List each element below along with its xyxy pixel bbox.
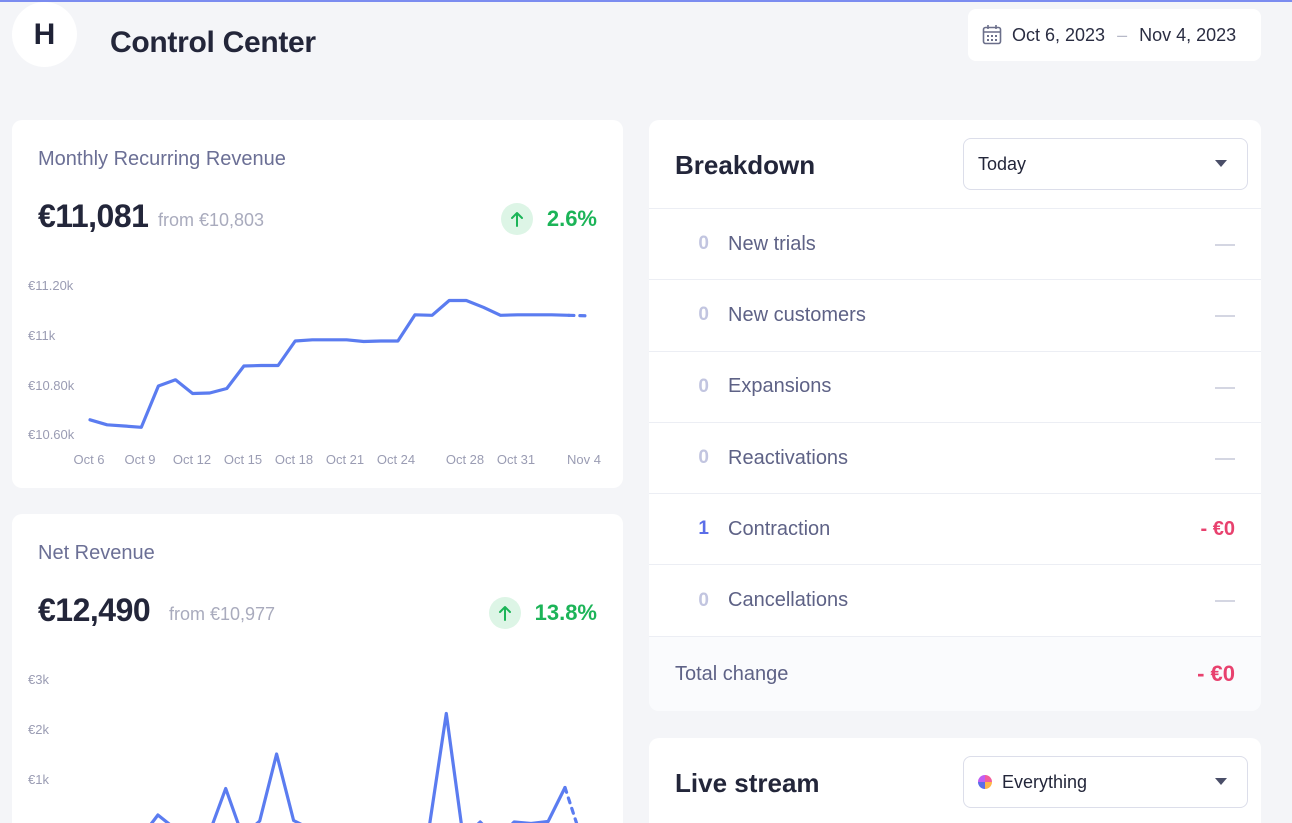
live-stream-title: Live stream (675, 768, 820, 798)
breakdown-card: Breakdown Today 0 New trials 0 New customer… (649, 120, 1261, 711)
mrr-value: €11,081 (38, 198, 149, 234)
x-tick-label: Oct 15 (224, 452, 262, 467)
series-line (149, 711, 567, 823)
breakdown-row[interactable]: 0 Expansions (649, 350, 1261, 422)
date-start: Oct 6, 2023 (1012, 24, 1106, 45)
y-tick-label: €1k (28, 772, 49, 787)
breakdown-row-label: Reactivations (728, 446, 849, 469)
mrr-from: from €10,803 (158, 210, 265, 230)
mrr-label: Monthly Recurring Revenue (38, 148, 286, 170)
breakdown-row-label: New trials (728, 232, 816, 255)
chevron-down-icon (1215, 778, 1227, 785)
live-stream-filter-value: Everything (1002, 771, 1088, 792)
empty-value-dash (1215, 600, 1235, 603)
net-revenue-from: from €10,977 (169, 604, 276, 624)
y-tick-label: €2k (28, 722, 49, 737)
breakdown-row-count: 0 (698, 375, 709, 397)
breakdown-row-count: 0 (698, 447, 709, 469)
series-line (88, 298, 571, 429)
mrr-card[interactable]: Monthly Recurring Revenue €11,081 from €… (12, 120, 623, 488)
arrow-up-icon (488, 597, 521, 629)
empty-value-dash (1215, 386, 1235, 389)
x-tick-label: Oct 12 (173, 452, 211, 467)
breakdown-period-value: Today (978, 153, 1027, 174)
breakdown-row-label: Contraction (728, 517, 831, 540)
page-title: Control Center (110, 26, 316, 59)
y-tick-label: €10.80k (28, 378, 75, 393)
breakdown-row-count: 0 (698, 589, 709, 611)
breakdown-row-label: New customers (728, 303, 866, 326)
breakdown-row-count: 0 (698, 233, 709, 255)
net-revenue-value: €12,490 (38, 592, 151, 628)
app-logo[interactable]: H (12, 2, 77, 67)
x-tick-label: Oct 18 (275, 452, 313, 467)
projected-line (567, 313, 588, 318)
breakdown-row[interactable]: 0 Reactivations (649, 421, 1261, 493)
net-revenue-chart: €3k €2k €1k (28, 672, 579, 823)
projected-line (563, 785, 579, 823)
x-tick-label: Nov 4 (567, 452, 601, 467)
net-revenue-label: Net Revenue (38, 542, 155, 564)
y-tick-label: €11k (28, 328, 56, 343)
live-stream-card: Live stream Everything (649, 738, 1261, 823)
total-change-label: Total change (675, 662, 789, 685)
chevron-down-icon (1215, 160, 1227, 167)
breakdown-row-label: Expansions (728, 375, 832, 398)
mrr-chart: €11.20k €11k €10.80k €10.60k Oct 6 Oct 9 Oct 1… (28, 278, 601, 467)
breakdown-title: Breakdown (675, 150, 816, 180)
breakdown-row-count: 1 (698, 518, 709, 540)
breakdown-row-value: - €0 (1200, 517, 1235, 540)
date-end: Nov 4, 2023 (1139, 24, 1237, 45)
everything-icon (978, 775, 992, 789)
date-range-picker[interactable]: Oct 6, 2023 – Nov 4, 2023 (968, 9, 1261, 61)
breakdown-period-select[interactable]: Today (963, 138, 1248, 190)
breakdown-row[interactable]: 0 Cancellations (649, 564, 1261, 635)
y-tick-label: €10.60k (28, 427, 75, 442)
live-stream-filter-select[interactable]: Everything (963, 756, 1248, 808)
breakdown-row-count: 0 (698, 304, 709, 326)
net-revenue-change-value: 13.8% (534, 600, 597, 625)
net-revenue-change: 13.8% (488, 597, 597, 629)
breakdown-row-label: Cancellations (728, 589, 849, 612)
breakdown-list: 0 New trials 0 New customers 0 Expansions 0 Rea… (649, 208, 1261, 636)
breakdown-row[interactable]: 0 New customers (649, 279, 1261, 350)
date-separator: – (1117, 24, 1128, 45)
breakdown-row[interactable]: 1 Contraction - €0 (649, 493, 1261, 564)
total-change-value: - €0 (1197, 661, 1235, 686)
mrr-change: 2.6% (500, 203, 597, 235)
x-tick-label: Oct 21 (326, 452, 364, 467)
x-tick-label: Oct 6 (73, 452, 104, 467)
total-change-row: Total change - €0 (649, 636, 1261, 711)
empty-value-dash (1215, 244, 1235, 246)
x-tick-label: Oct 9 (124, 452, 155, 467)
y-tick-label: €11.20k (28, 278, 74, 293)
x-tick-label: Oct 28 (446, 452, 484, 467)
calendar-icon (982, 24, 1002, 46)
mrr-change-value: 2.6% (546, 206, 597, 231)
arrow-up-icon (500, 203, 533, 235)
y-tick-label: €3k (28, 672, 49, 687)
x-tick-label: Oct 31 (497, 452, 535, 467)
empty-value-dash (1215, 457, 1235, 460)
empty-value-dash (1215, 315, 1235, 318)
breakdown-row[interactable]: 0 New trials (649, 208, 1261, 279)
net-revenue-card[interactable]: Net Revenue €12,490 from €10,977 13.8% €… (12, 514, 623, 823)
x-tick-label: Oct 24 (377, 452, 415, 467)
